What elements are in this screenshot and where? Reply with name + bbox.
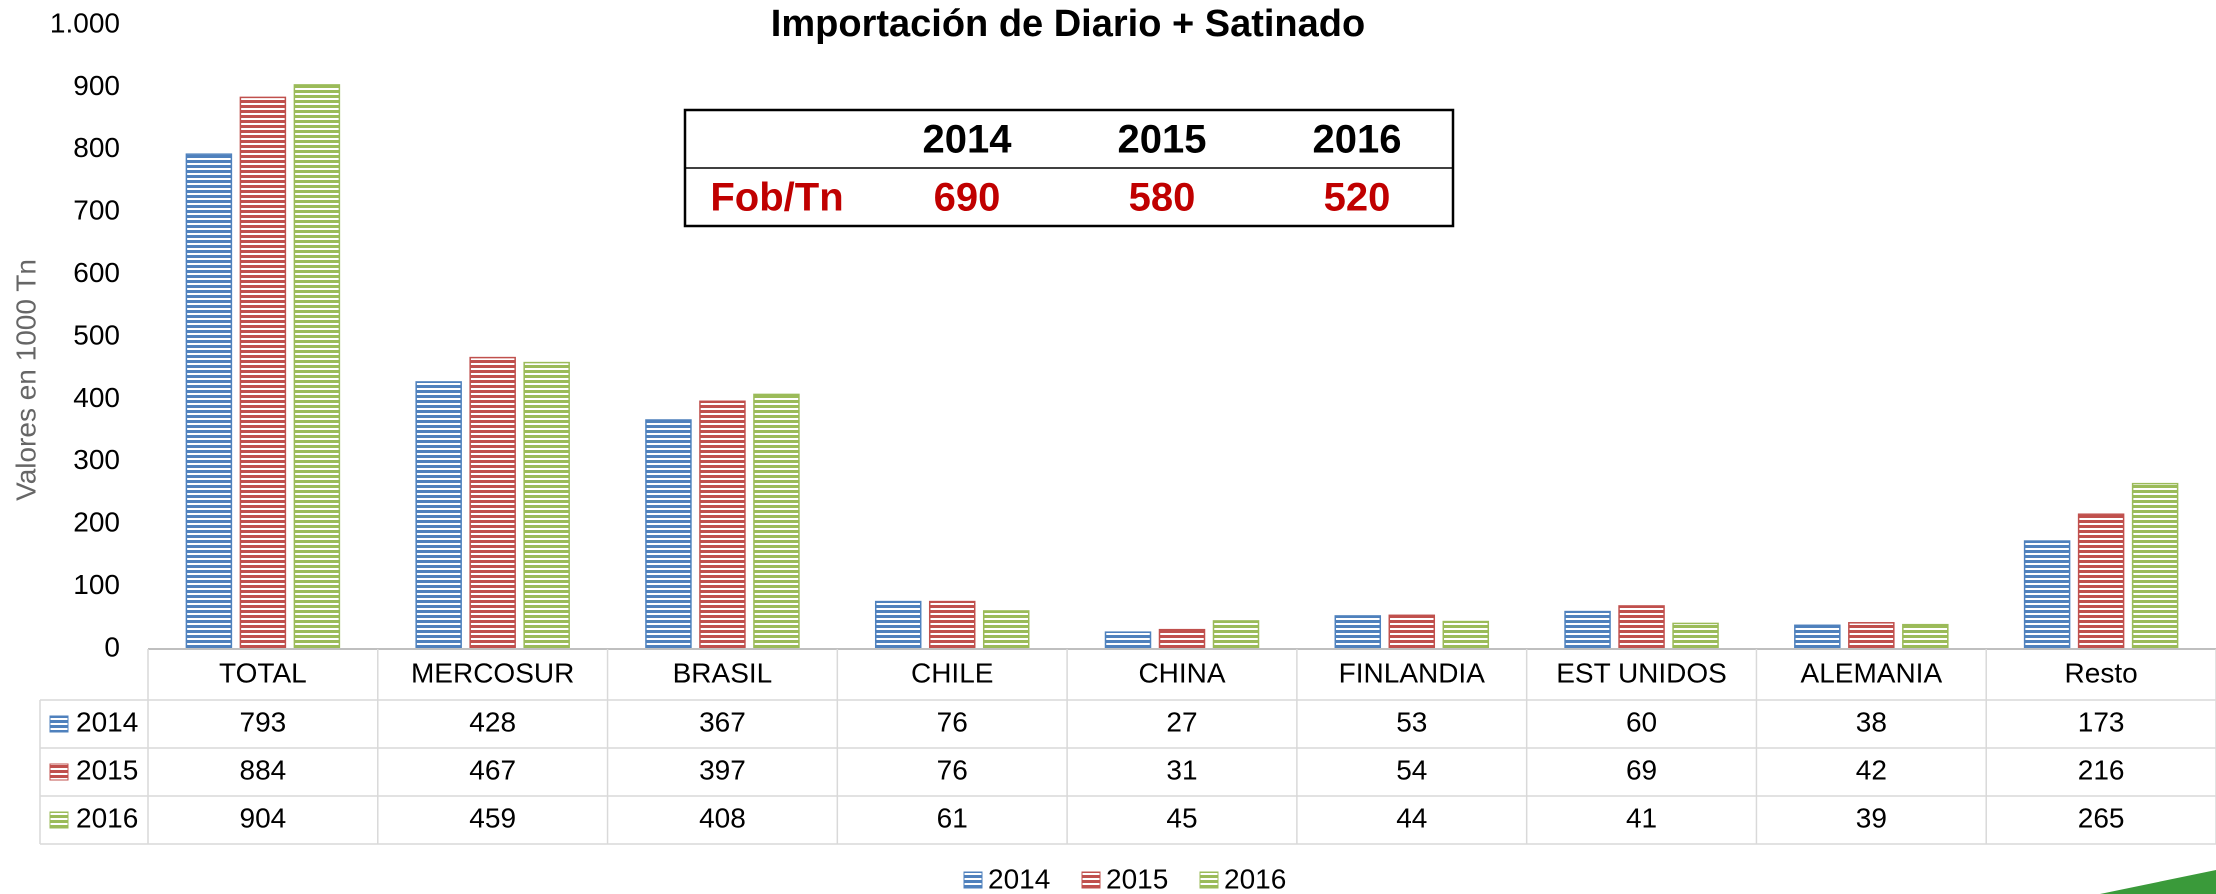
legend-swatch (49, 763, 69, 781)
bar (239, 96, 287, 650)
table-cell: 31 (1166, 754, 1197, 785)
bar (645, 419, 692, 650)
table-cell: 408 (699, 802, 746, 833)
legend-label: 2015 (1106, 863, 1168, 894)
table-cell: 904 (240, 802, 287, 833)
bar (415, 381, 462, 650)
chart-title: Importación de Diario + Satinado (771, 3, 1365, 45)
legend-swatch (49, 811, 69, 829)
x-tick-label: CHILE (911, 657, 993, 688)
x-tick-label: EST UNIDOS (1556, 657, 1727, 688)
bar (2131, 482, 2179, 650)
y-tick-label: 700 (73, 195, 120, 226)
table-cell: 61 (937, 802, 968, 833)
x-tick-label: Resto (2065, 657, 2138, 688)
y-tick-label: 400 (73, 382, 120, 413)
legend-swatch (49, 715, 69, 733)
bar (293, 84, 341, 650)
y-tick-label: 600 (73, 257, 120, 288)
bar (523, 361, 570, 650)
y-tick-label: 900 (73, 70, 120, 101)
legend-swatch (1081, 871, 1101, 889)
bar (699, 400, 746, 650)
y-tick-label: 200 (73, 507, 120, 538)
legend-label: 2016 (1224, 863, 1286, 894)
table-cell: 884 (240, 754, 287, 785)
table-cell: 367 (699, 706, 746, 737)
table-cell: 41 (1626, 802, 1657, 833)
legend-swatch (963, 871, 983, 889)
table-cell: 459 (469, 802, 516, 833)
bar (1212, 620, 1260, 650)
legend-label: 2014 (988, 863, 1050, 894)
table-row-label: 2014 (76, 706, 138, 737)
y-tick-label: 0 (104, 631, 120, 662)
y-tick-label: 100 (73, 569, 120, 600)
bar (1388, 614, 1436, 650)
table-cell: 265 (2078, 802, 2125, 833)
table-cell: 76 (937, 706, 968, 737)
table-cell: 467 (469, 754, 516, 785)
table-cell: 27 (1166, 706, 1197, 737)
table-cell: 53 (1396, 706, 1427, 737)
table-cell: 397 (699, 754, 746, 785)
y-axis-label: Valores en 1000 Tn (10, 259, 41, 501)
bar (185, 153, 233, 650)
table-row-label: 2016 (76, 802, 138, 833)
bar (469, 356, 516, 650)
table-cell: 38 (1856, 706, 1887, 737)
bar (1104, 631, 1152, 650)
table-cell: 60 (1626, 706, 1657, 737)
x-tick-label: BRASIL (673, 657, 773, 688)
bar (928, 600, 976, 650)
table-row-label: 2015 (76, 754, 138, 785)
x-tick-label: CHINA (1138, 657, 1225, 688)
bar (1618, 605, 1665, 650)
bar (2077, 513, 2125, 650)
bar (2023, 540, 2071, 650)
bar (1564, 610, 1611, 650)
table-cell: 39 (1856, 802, 1887, 833)
bar (753, 393, 800, 650)
fob-value: 520 (1324, 176, 1391, 220)
bar (1848, 622, 1895, 650)
table-cell: 44 (1396, 802, 1427, 833)
fob-value: 580 (1129, 176, 1196, 220)
x-tick-label: TOTAL (219, 657, 307, 688)
x-tick-label: ALEMANIA (1801, 657, 1943, 688)
fob-header: 2015 (1118, 118, 1207, 162)
bar (874, 600, 922, 650)
fob-value: 690 (934, 176, 1001, 220)
table-cell: 793 (240, 706, 287, 737)
bar (1672, 622, 1719, 650)
bar (1442, 620, 1490, 650)
table-cell: 69 (1626, 754, 1657, 785)
x-tick-label: MERCOSUR (411, 657, 574, 688)
decoration (2100, 870, 2216, 894)
bar (1794, 624, 1841, 650)
table-cell: 428 (469, 706, 516, 737)
fob-row-label: Fob/Tn (710, 176, 843, 220)
bar (1334, 615, 1382, 650)
fob-header: 2016 (1313, 118, 1402, 162)
table-cell: 173 (2078, 706, 2125, 737)
fob-header: 2014 (923, 118, 1013, 162)
y-tick-label: 300 (73, 444, 120, 475)
x-tick-label: FINLANDIA (1339, 657, 1486, 688)
table-cell: 76 (937, 754, 968, 785)
table-cell: 216 (2078, 754, 2125, 785)
table-cell: 42 (1856, 754, 1887, 785)
bar (1158, 628, 1206, 650)
bar (1902, 623, 1949, 650)
table-cell: 54 (1396, 754, 1427, 785)
y-tick-label: 800 (73, 132, 120, 163)
bar (982, 610, 1030, 650)
legend-swatch (1199, 871, 1219, 889)
y-tick-label: 500 (73, 319, 120, 350)
y-tick-label: 1.000 (50, 7, 120, 38)
table-cell: 45 (1166, 802, 1197, 833)
